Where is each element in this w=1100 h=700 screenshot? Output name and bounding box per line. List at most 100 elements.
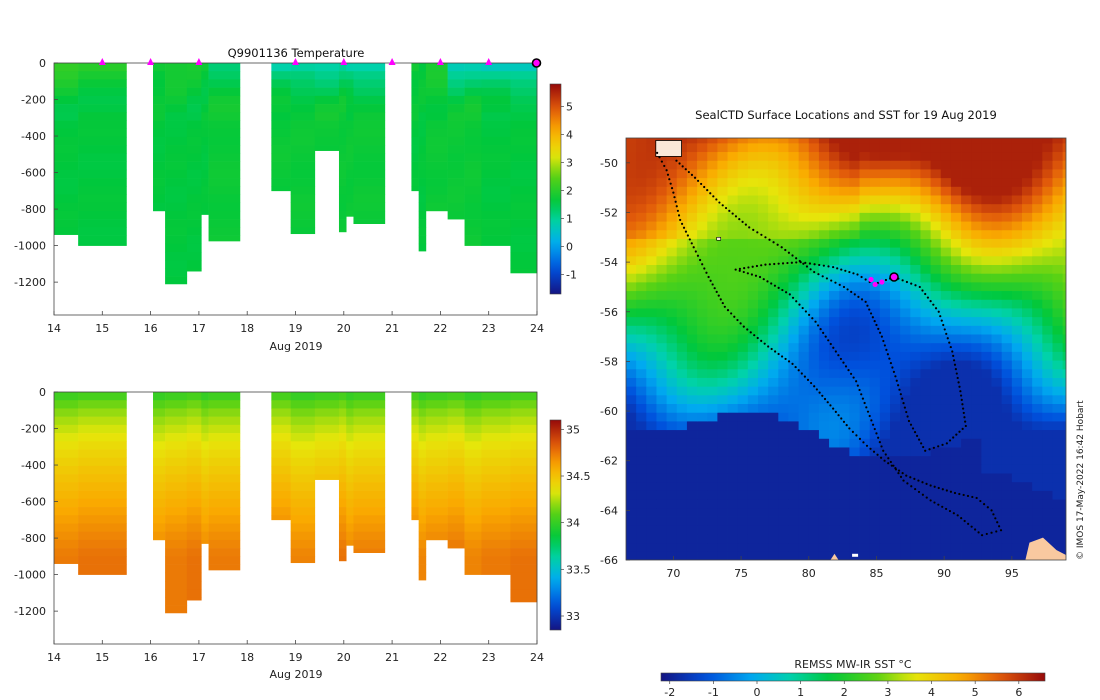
profile-cell bbox=[186, 548, 202, 557]
track-point bbox=[941, 488, 944, 491]
sst-cell bbox=[788, 525, 800, 535]
sst-cell bbox=[1011, 447, 1023, 457]
profile-cell bbox=[338, 128, 347, 138]
sst-cell bbox=[829, 507, 840, 517]
sst-cell bbox=[971, 281, 982, 292]
profile-cell bbox=[346, 507, 354, 516]
profile-cell bbox=[165, 441, 188, 450]
sst-cell bbox=[778, 255, 789, 265]
sst-cell bbox=[768, 186, 779, 196]
sst-cell bbox=[768, 386, 779, 396]
track-point bbox=[949, 345, 952, 349]
sst-cell bbox=[971, 273, 982, 283]
profile-cell bbox=[447, 153, 465, 162]
sst-cell bbox=[1001, 160, 1013, 170]
profile-cell bbox=[314, 465, 340, 475]
track-point bbox=[818, 391, 821, 394]
sst-cell bbox=[869, 516, 881, 526]
profile-cell bbox=[186, 564, 202, 574]
track-point bbox=[986, 506, 989, 509]
sst-cell bbox=[849, 360, 860, 370]
sst-cell bbox=[1001, 255, 1013, 265]
sst-cell bbox=[981, 160, 992, 170]
sst-cell bbox=[788, 429, 800, 439]
sst-cell bbox=[818, 138, 830, 144]
track-point bbox=[958, 385, 961, 388]
sst-cell bbox=[676, 412, 688, 422]
sst-cell bbox=[991, 481, 1003, 491]
sst-cell bbox=[849, 238, 860, 248]
sst-cell bbox=[829, 221, 840, 231]
sst-cell bbox=[920, 325, 932, 335]
sst-cell bbox=[839, 138, 850, 144]
sst-cell bbox=[940, 186, 952, 196]
sst-cell bbox=[626, 386, 637, 396]
track-point bbox=[863, 401, 866, 405]
sst-cell bbox=[910, 177, 921, 187]
track-point bbox=[726, 309, 730, 312]
sst-cell bbox=[829, 533, 840, 544]
profile-cell bbox=[418, 95, 427, 105]
profile-cell bbox=[271, 145, 291, 154]
sst-cell bbox=[666, 447, 678, 457]
sst-cell bbox=[686, 264, 698, 274]
track-point bbox=[860, 298, 864, 301]
sst-cell bbox=[940, 138, 952, 144]
sst-cell bbox=[879, 438, 891, 448]
sst-cell bbox=[676, 507, 688, 517]
profile-cell bbox=[271, 424, 291, 434]
sst-cell bbox=[950, 203, 962, 213]
sst-cell bbox=[707, 290, 718, 300]
sst-cell bbox=[991, 516, 1003, 526]
sst-cell bbox=[758, 386, 769, 396]
track-point bbox=[898, 388, 901, 391]
profile-cell bbox=[186, 523, 202, 532]
sst-cell bbox=[940, 447, 952, 457]
sst-cell bbox=[849, 299, 860, 309]
sst-cell bbox=[788, 316, 800, 326]
sst-cell bbox=[768, 138, 779, 144]
track-point bbox=[832, 265, 835, 269]
profile-cell bbox=[165, 71, 188, 80]
sst-cell bbox=[636, 169, 647, 179]
sst-cell bbox=[920, 299, 932, 309]
sst-cell bbox=[1052, 169, 1064, 179]
track-point bbox=[877, 327, 880, 330]
sst-cell bbox=[1011, 481, 1023, 491]
sst-cell bbox=[636, 186, 647, 196]
profile-cell bbox=[271, 457, 291, 467]
profile-cell bbox=[54, 153, 79, 162]
track-point bbox=[741, 220, 744, 223]
profile-cell bbox=[153, 178, 166, 187]
sst-cell bbox=[859, 394, 871, 405]
sst-cell bbox=[849, 151, 860, 161]
sst-cell bbox=[818, 525, 830, 535]
sst-cell bbox=[1022, 360, 1033, 370]
sst-cell bbox=[666, 533, 678, 544]
track-point bbox=[911, 427, 915, 430]
profile-cell bbox=[338, 424, 347, 434]
track-point bbox=[901, 472, 904, 475]
profile-cell bbox=[338, 104, 347, 113]
profile-cell bbox=[54, 120, 79, 130]
profile-cell bbox=[165, 515, 188, 524]
sst-cell bbox=[991, 394, 1003, 405]
profile-cell bbox=[464, 507, 482, 516]
sst-cell bbox=[869, 169, 881, 179]
sst-cell bbox=[808, 533, 820, 544]
track-point bbox=[864, 300, 867, 303]
track-point bbox=[777, 352, 780, 356]
sst-cell bbox=[788, 325, 800, 335]
sst-cell bbox=[920, 238, 932, 248]
sst-cell bbox=[727, 316, 739, 326]
sst-cell bbox=[758, 490, 769, 500]
sst-cell bbox=[1022, 394, 1033, 405]
track-point bbox=[838, 283, 841, 286]
profile-cell bbox=[186, 136, 202, 146]
sst-cell bbox=[981, 368, 992, 378]
profile-cell bbox=[510, 400, 538, 409]
profile-cell bbox=[165, 424, 188, 434]
profile-cell bbox=[153, 186, 166, 195]
track-point bbox=[905, 410, 908, 414]
colorbar-tick-label: 3 bbox=[566, 156, 573, 169]
